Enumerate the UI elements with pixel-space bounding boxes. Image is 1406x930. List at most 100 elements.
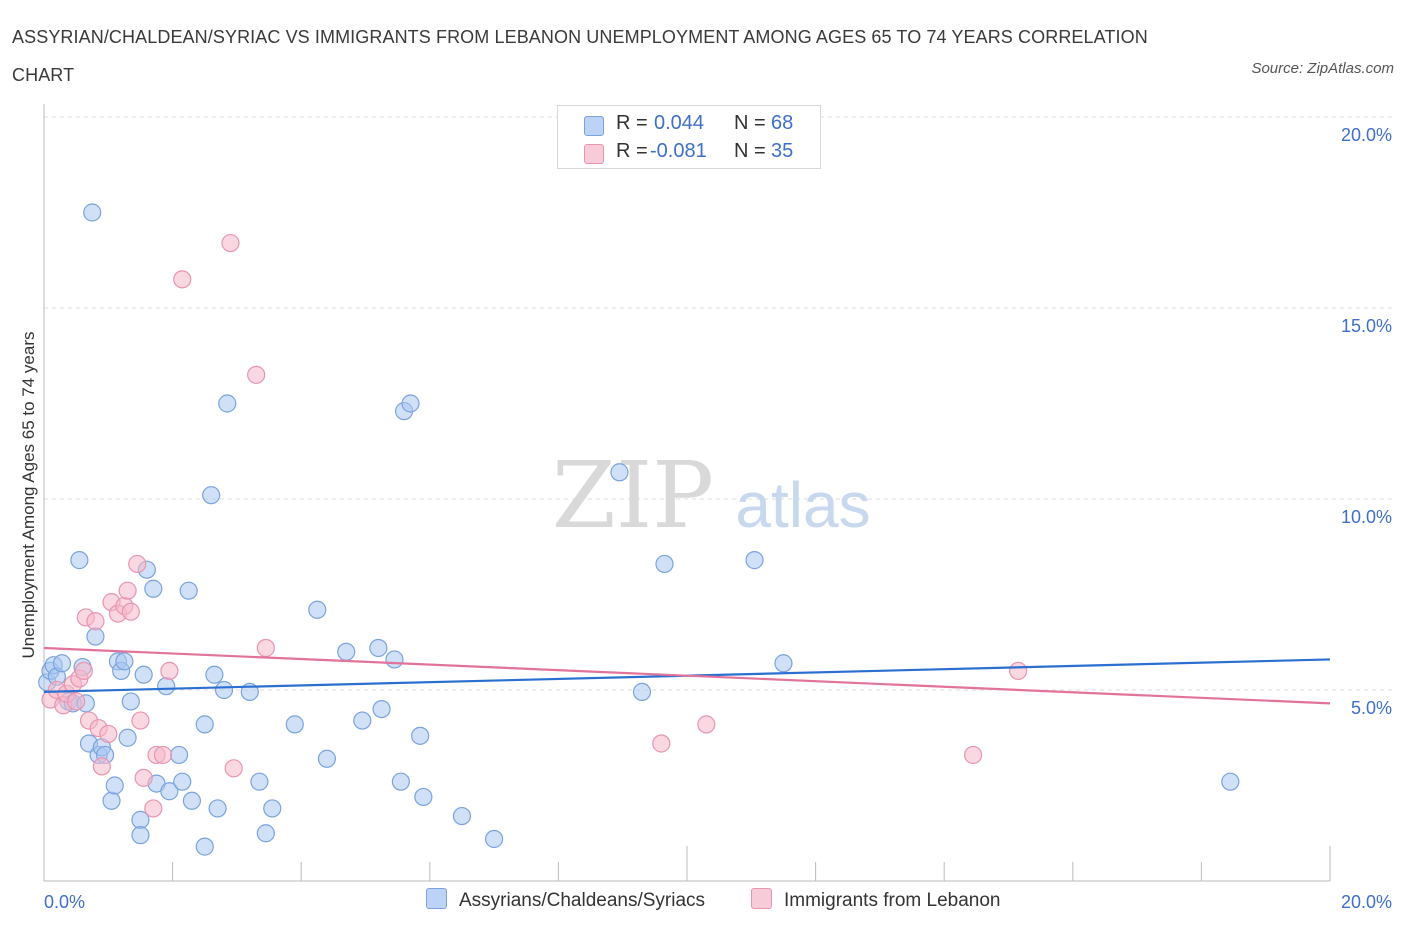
point-assyrians <box>157 677 176 696</box>
point-assyrians <box>105 776 124 795</box>
legend-n-label: N = <box>734 112 766 134</box>
point-assyrians <box>70 551 89 570</box>
point-assyrians <box>353 711 372 730</box>
point-assyrians <box>134 665 153 684</box>
legend-r-label: R = <box>616 140 648 162</box>
point-assyrians <box>655 554 674 574</box>
point-assyrians <box>115 652 134 671</box>
point-lebanon <box>131 711 150 730</box>
legend-swatch-pink <box>584 144 604 164</box>
legend-swatch-blue <box>584 116 604 136</box>
point-assyrians <box>632 682 652 702</box>
point-assyrians <box>86 627 105 646</box>
point-assyrians <box>169 745 189 765</box>
x-tick-label-max: 20.0% <box>1341 892 1392 912</box>
legend-n-value-assyrians: 68 <box>771 112 794 134</box>
y-tick-labels: 5.0% 10.0% 15.0% 20.0% <box>1341 125 1392 718</box>
legend-r-value-lebanon: -0.081 <box>650 140 707 162</box>
point-assyrians <box>411 726 430 745</box>
legend-row-lebanon: R = -0.081 N = 35 <box>558 138 820 166</box>
point-assyrians <box>250 772 269 791</box>
point-assyrians <box>208 799 227 818</box>
point-assyrians <box>205 665 224 684</box>
point-lebanon <box>86 612 105 631</box>
point-lebanon <box>67 692 86 711</box>
point-assyrians <box>337 642 356 661</box>
point-assyrians <box>414 787 433 807</box>
trend-lines <box>43 646 1331 705</box>
point-assyrians <box>391 772 410 791</box>
bottom-legend-label-assyrians: Assyrians/Chaldeans/Syriacs <box>459 890 706 911</box>
point-assyrians <box>285 715 304 734</box>
point-assyrians <box>1221 772 1240 791</box>
point-lebanon <box>128 554 147 574</box>
point-assyrians <box>256 824 275 843</box>
chart-title: ASSYRIAN/CHALDEAN/SYRIAC VS IMMIGRANTS F… <box>12 27 1148 85</box>
point-assyrians <box>173 772 192 791</box>
point-lebanon <box>1009 661 1028 681</box>
point-assyrians <box>774 654 793 673</box>
point-assyrians <box>52 654 72 673</box>
point-lebanon <box>964 745 983 765</box>
legend-n-value-lebanon: 35 <box>771 140 794 162</box>
correlation-legend: R = 0.044 N = 68 R = -0.081 N = 35 <box>557 105 821 169</box>
point-lebanon <box>153 745 173 765</box>
point-assyrians <box>195 837 214 856</box>
point-assyrians <box>182 791 201 810</box>
x-tick-label-min: 0.0% <box>44 892 85 912</box>
point-assyrians <box>102 791 121 810</box>
point-lebanon <box>121 602 140 621</box>
point-lebanon <box>92 757 111 776</box>
x-axis <box>43 104 1331 882</box>
point-lebanon <box>697 715 716 734</box>
legend-r-value-assyrians: 0.044 <box>654 112 705 134</box>
point-assyrians <box>369 638 388 658</box>
bottom-legend-swatch-pink <box>751 888 772 909</box>
y-tick-label: 20.0% <box>1341 125 1392 145</box>
watermark-atlas: atlas <box>735 469 870 541</box>
trend-line-lebanon <box>43 646 1331 705</box>
series-lebanon <box>41 233 1028 818</box>
point-assyrians <box>118 728 137 747</box>
point-assyrians <box>610 463 629 482</box>
legend-n-label: N = <box>734 140 766 162</box>
point-assyrians <box>160 782 179 801</box>
source-label: Source: ZipAtlas.com <box>1251 60 1394 77</box>
point-lebanon <box>160 661 179 681</box>
legend-row-assyrians: R = 0.044 N = 68 <box>558 110 820 138</box>
point-assyrians <box>372 699 391 719</box>
point-assyrians <box>195 715 214 734</box>
point-assyrians <box>401 394 420 413</box>
point-assyrians <box>121 692 140 711</box>
point-assyrians <box>263 799 282 818</box>
point-lebanon <box>221 233 240 253</box>
point-lebanon <box>74 661 93 681</box>
point-lebanon <box>256 638 275 658</box>
bottom-legend-lebanon: Immigrants from Lebanon <box>751 888 1001 912</box>
point-lebanon <box>144 799 163 818</box>
point-assyrians <box>214 680 234 700</box>
point-lebanon <box>173 270 192 289</box>
bottom-legend-assyrians: Assyrians/Chaldeans/Syriacs <box>426 888 705 912</box>
point-assyrians <box>745 551 764 570</box>
point-assyrians <box>83 203 102 222</box>
point-assyrians <box>485 829 504 849</box>
point-assyrians <box>317 749 337 768</box>
bottom-legend-swatch-blue <box>426 888 447 909</box>
point-assyrians <box>452 806 472 826</box>
legend-r-label: R = <box>616 112 648 134</box>
y-axis-label: Unemployment Among Ages 65 to 74 years <box>19 332 38 659</box>
point-assyrians <box>218 394 237 413</box>
point-lebanon <box>247 365 266 384</box>
bottom-legend-label-lebanon: Immigrants from Lebanon <box>784 890 1001 911</box>
point-lebanon <box>118 581 137 600</box>
point-lebanon <box>134 768 153 787</box>
grid-layer <box>44 116 1392 691</box>
point-assyrians <box>385 650 404 669</box>
watermark-zip: ZIP <box>552 442 714 549</box>
point-lebanon <box>99 724 118 744</box>
point-lebanon <box>224 759 243 778</box>
y-tick-label: 10.0% <box>1341 507 1392 527</box>
point-assyrians <box>144 579 163 598</box>
